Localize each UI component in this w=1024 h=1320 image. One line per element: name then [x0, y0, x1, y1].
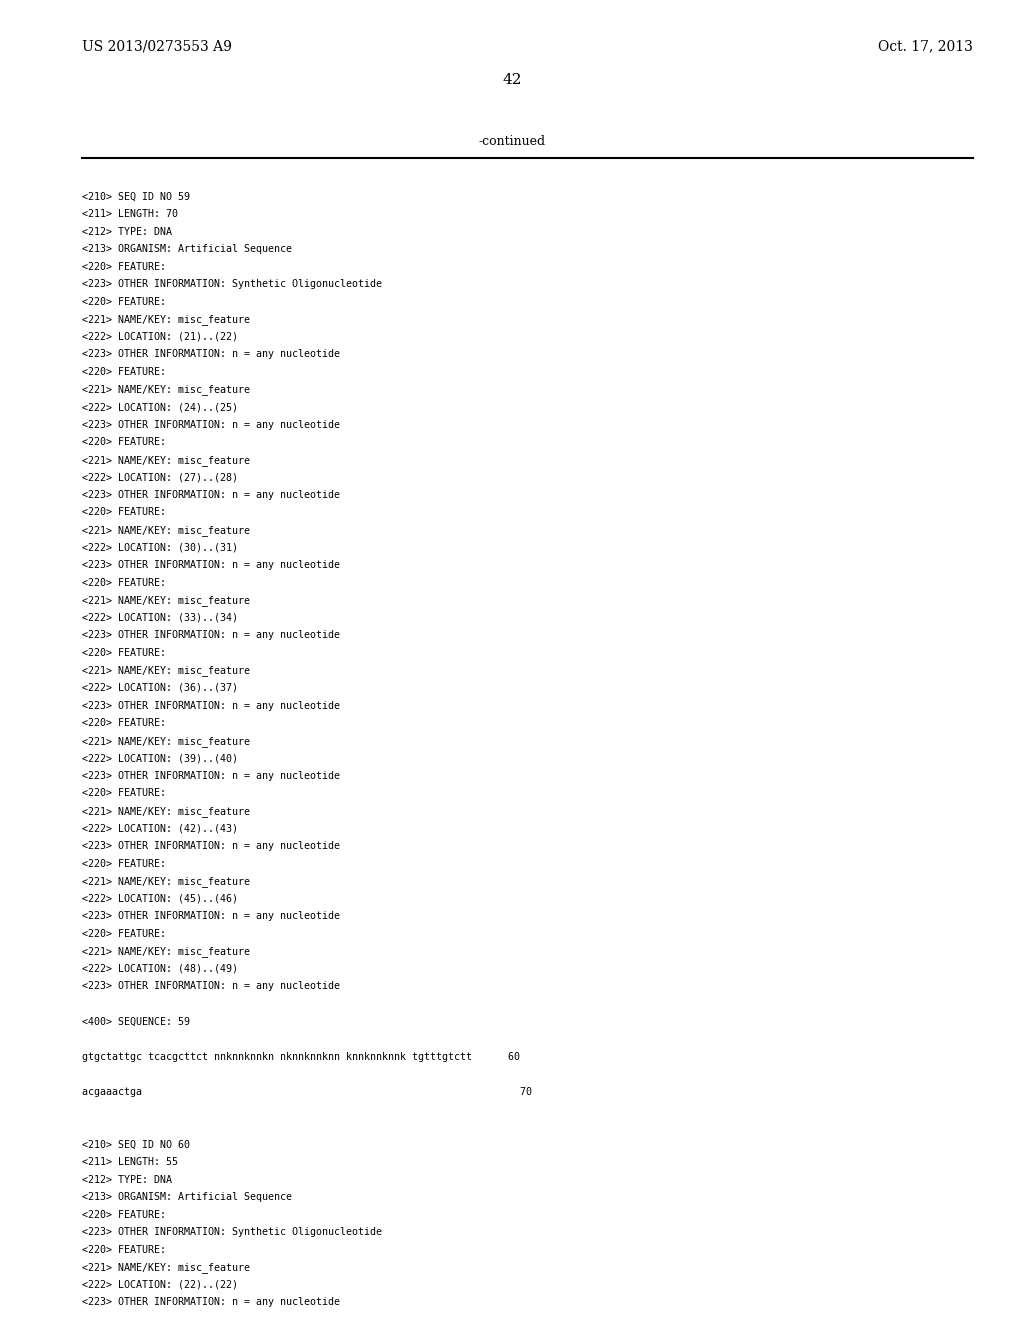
Text: <223> OTHER INFORMATION: n = any nucleotide: <223> OTHER INFORMATION: n = any nucleot… [82, 981, 340, 991]
Text: <220> FEATURE:: <220> FEATURE: [82, 578, 166, 587]
Text: 42: 42 [502, 73, 522, 87]
Text: <221> NAME/KEY: misc_feature: <221> NAME/KEY: misc_feature [82, 876, 250, 887]
Text: <222> LOCATION: (30)..(31): <222> LOCATION: (30)..(31) [82, 543, 238, 553]
Text: <222> LOCATION: (33)..(34): <222> LOCATION: (33)..(34) [82, 612, 238, 623]
Text: <220> FEATURE:: <220> FEATURE: [82, 1209, 166, 1220]
Text: <221> NAME/KEY: misc_feature: <221> NAME/KEY: misc_feature [82, 525, 250, 536]
Text: <220> FEATURE:: <220> FEATURE: [82, 507, 166, 517]
Text: <220> FEATURE:: <220> FEATURE: [82, 718, 166, 729]
Text: Oct. 17, 2013: Oct. 17, 2013 [878, 40, 973, 54]
Text: <212> TYPE: DNA: <212> TYPE: DNA [82, 1175, 172, 1184]
Text: -continued: -continued [478, 135, 546, 148]
Text: <213> ORGANISM: Artificial Sequence: <213> ORGANISM: Artificial Sequence [82, 244, 292, 253]
Text: <221> NAME/KEY: misc_feature: <221> NAME/KEY: misc_feature [82, 946, 250, 957]
Text: <223> OTHER INFORMATION: Synthetic Oligonucleotide: <223> OTHER INFORMATION: Synthetic Oligo… [82, 280, 382, 289]
Text: <223> OTHER INFORMATION: n = any nucleotide: <223> OTHER INFORMATION: n = any nucleot… [82, 771, 340, 780]
Text: <210> SEQ ID NO 59: <210> SEQ ID NO 59 [82, 191, 189, 202]
Text: <223> OTHER INFORMATION: n = any nucleotide: <223> OTHER INFORMATION: n = any nucleot… [82, 911, 340, 921]
Text: <220> FEATURE:: <220> FEATURE: [82, 297, 166, 306]
Text: <223> OTHER INFORMATION: n = any nucleotide: <223> OTHER INFORMATION: n = any nucleot… [82, 560, 340, 570]
Text: <212> TYPE: DNA: <212> TYPE: DNA [82, 227, 172, 236]
Text: <220> FEATURE:: <220> FEATURE: [82, 367, 166, 378]
Text: <220> FEATURE:: <220> FEATURE: [82, 788, 166, 799]
Text: <222> LOCATION: (39)..(40): <222> LOCATION: (39)..(40) [82, 754, 238, 763]
Text: US 2013/0273553 A9: US 2013/0273553 A9 [82, 40, 231, 54]
Text: <223> OTHER INFORMATION: n = any nucleotide: <223> OTHER INFORMATION: n = any nucleot… [82, 841, 340, 851]
Text: <223> OTHER INFORMATION: n = any nucleotide: <223> OTHER INFORMATION: n = any nucleot… [82, 631, 340, 640]
Text: <222> LOCATION: (27)..(28): <222> LOCATION: (27)..(28) [82, 473, 238, 482]
Text: <210> SEQ ID NO 60: <210> SEQ ID NO 60 [82, 1139, 189, 1150]
Text: <221> NAME/KEY: misc_feature: <221> NAME/KEY: misc_feature [82, 595, 250, 606]
Text: <221> NAME/KEY: misc_feature: <221> NAME/KEY: misc_feature [82, 735, 250, 747]
Text: <221> NAME/KEY: misc_feature: <221> NAME/KEY: misc_feature [82, 1262, 250, 1274]
Text: <222> LOCATION: (42)..(43): <222> LOCATION: (42)..(43) [82, 824, 238, 833]
Text: <222> LOCATION: (21)..(22): <222> LOCATION: (21)..(22) [82, 331, 238, 342]
Text: <220> FEATURE:: <220> FEATURE: [82, 929, 166, 939]
Text: <400> SEQUENCE: 59: <400> SEQUENCE: 59 [82, 1016, 189, 1027]
Text: <222> LOCATION: (22)..(22): <222> LOCATION: (22)..(22) [82, 1280, 238, 1290]
Text: <222> LOCATION: (36)..(37): <222> LOCATION: (36)..(37) [82, 682, 238, 693]
Text: <223> OTHER INFORMATION: n = any nucleotide: <223> OTHER INFORMATION: n = any nucleot… [82, 420, 340, 429]
Text: <221> NAME/KEY: misc_feature: <221> NAME/KEY: misc_feature [82, 665, 250, 676]
Text: <213> ORGANISM: Artificial Sequence: <213> ORGANISM: Artificial Sequence [82, 1192, 292, 1203]
Text: <222> LOCATION: (48)..(49): <222> LOCATION: (48)..(49) [82, 964, 238, 974]
Text: <220> FEATURE:: <220> FEATURE: [82, 261, 166, 272]
Text: <221> NAME/KEY: misc_feature: <221> NAME/KEY: misc_feature [82, 384, 250, 396]
Text: <221> NAME/KEY: misc_feature: <221> NAME/KEY: misc_feature [82, 314, 250, 325]
Text: <211> LENGTH: 70: <211> LENGTH: 70 [82, 209, 178, 219]
Text: <220> FEATURE:: <220> FEATURE: [82, 858, 166, 869]
Text: <222> LOCATION: (24)..(25): <222> LOCATION: (24)..(25) [82, 403, 238, 412]
Text: <221> NAME/KEY: misc_feature: <221> NAME/KEY: misc_feature [82, 805, 250, 817]
Text: <220> FEATURE:: <220> FEATURE: [82, 437, 166, 447]
Text: gtgctattgc tcacgcttct nnknnknnkn nknnknnknn knnknnknnk tgtttgtctt      60: gtgctattgc tcacgcttct nnknnknnkn nknnknn… [82, 1052, 520, 1061]
Text: <223> OTHER INFORMATION: n = any nucleotide: <223> OTHER INFORMATION: n = any nucleot… [82, 1298, 340, 1307]
Text: <223> OTHER INFORMATION: Synthetic Oligonucleotide: <223> OTHER INFORMATION: Synthetic Oligo… [82, 1228, 382, 1237]
Text: <223> OTHER INFORMATION: n = any nucleotide: <223> OTHER INFORMATION: n = any nucleot… [82, 701, 340, 710]
Text: <221> NAME/KEY: misc_feature: <221> NAME/KEY: misc_feature [82, 454, 250, 466]
Text: <223> OTHER INFORMATION: n = any nucleotide: <223> OTHER INFORMATION: n = any nucleot… [82, 490, 340, 500]
Text: <222> LOCATION: (45)..(46): <222> LOCATION: (45)..(46) [82, 894, 238, 904]
Text: <220> FEATURE:: <220> FEATURE: [82, 1245, 166, 1255]
Text: acgaaactga                                                               70: acgaaactga 70 [82, 1086, 531, 1097]
Text: <223> OTHER INFORMATION: n = any nucleotide: <223> OTHER INFORMATION: n = any nucleot… [82, 350, 340, 359]
Text: <211> LENGTH: 55: <211> LENGTH: 55 [82, 1156, 178, 1167]
Text: <220> FEATURE:: <220> FEATURE: [82, 648, 166, 657]
